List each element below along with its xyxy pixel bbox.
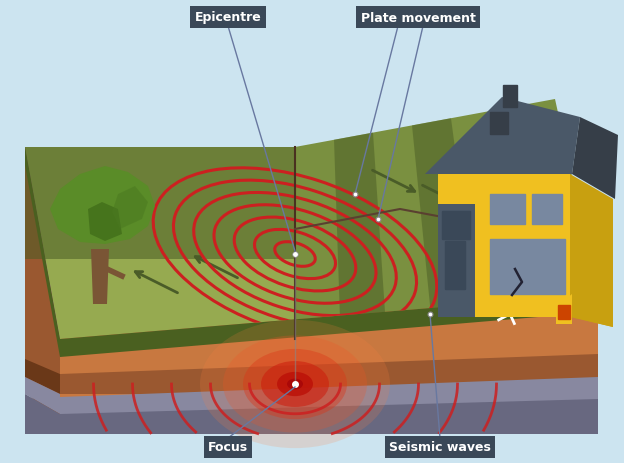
- Polygon shape: [25, 148, 295, 259]
- Text: Plate movement: Plate movement: [361, 12, 475, 25]
- Bar: [490, 113, 508, 135]
- Ellipse shape: [287, 379, 303, 389]
- Bar: [503, 86, 517, 108]
- Polygon shape: [91, 250, 109, 304]
- Ellipse shape: [243, 349, 347, 419]
- Ellipse shape: [261, 361, 329, 407]
- Ellipse shape: [277, 372, 313, 396]
- Text: Focus: Focus: [208, 441, 248, 454]
- Polygon shape: [60, 294, 598, 434]
- Polygon shape: [60, 377, 598, 419]
- Polygon shape: [412, 119, 477, 319]
- Polygon shape: [88, 203, 122, 242]
- Polygon shape: [25, 148, 60, 434]
- Ellipse shape: [200, 320, 390, 448]
- Polygon shape: [25, 148, 295, 339]
- Polygon shape: [60, 294, 598, 357]
- Polygon shape: [425, 98, 580, 175]
- Polygon shape: [334, 133, 386, 332]
- Polygon shape: [572, 118, 618, 200]
- Polygon shape: [570, 175, 613, 327]
- Polygon shape: [50, 167, 155, 244]
- Polygon shape: [25, 359, 60, 394]
- Polygon shape: [25, 394, 60, 434]
- Bar: [490, 239, 565, 294]
- Polygon shape: [112, 187, 148, 230]
- Text: Seismic waves: Seismic waves: [389, 441, 491, 454]
- Ellipse shape: [223, 336, 367, 432]
- Polygon shape: [438, 205, 475, 317]
- Bar: [490, 194, 525, 225]
- Polygon shape: [60, 354, 598, 394]
- Bar: [532, 194, 562, 225]
- Polygon shape: [490, 105, 568, 306]
- Bar: [558, 305, 570, 319]
- Polygon shape: [556, 294, 572, 324]
- Polygon shape: [25, 377, 60, 414]
- Polygon shape: [60, 399, 598, 434]
- Polygon shape: [572, 294, 613, 327]
- Polygon shape: [295, 100, 598, 339]
- Polygon shape: [438, 175, 570, 317]
- Bar: [445, 242, 465, 289]
- Polygon shape: [25, 148, 60, 357]
- Polygon shape: [25, 100, 598, 339]
- Bar: [442, 212, 470, 239]
- Text: Epicentre: Epicentre: [195, 12, 261, 25]
